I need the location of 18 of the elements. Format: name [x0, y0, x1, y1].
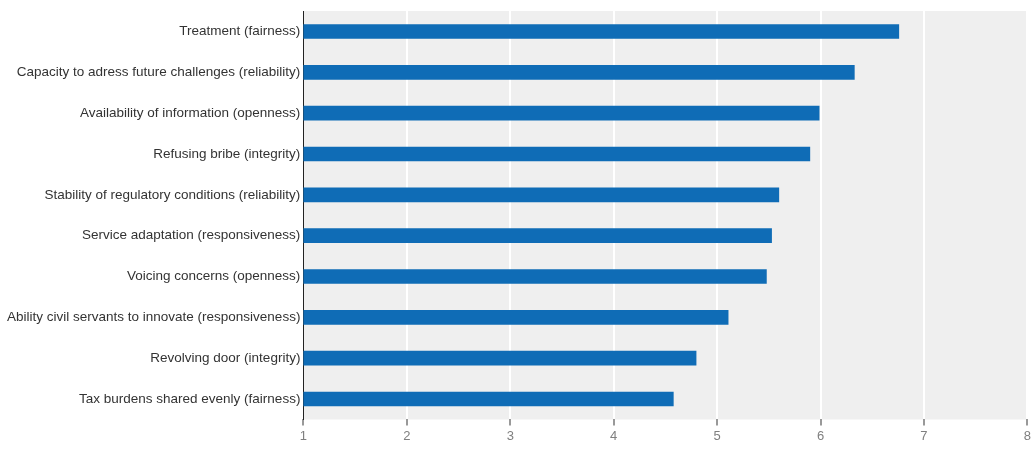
y-tick-label: Revolving door (integrity)	[150, 349, 301, 365]
y-tick-label: Availability of information (openness)	[80, 104, 301, 120]
x-tick-label: 2	[403, 427, 411, 443]
y-tick-label: Ability civil servants to innovate (responsiveness)	[7, 309, 301, 325]
y-tick-label: Voicing concerns (openness)	[127, 268, 301, 284]
y-tick-label: Tax burdens shared evenly (fairness)	[79, 390, 301, 406]
x-tick-label: 4	[610, 427, 618, 443]
x-tick-label: 8	[1023, 427, 1031, 443]
x-tick-label: 6	[816, 427, 825, 443]
y-tick-label: Stability of regulatory conditions (reliability)	[44, 186, 301, 202]
x-tick-label: 3	[506, 427, 514, 443]
y-tick-label: Refusing bribe (integrity)	[153, 145, 301, 161]
y-tick-label: Treatment (fairness)	[179, 23, 301, 39]
x-tick-label: 5	[713, 427, 721, 443]
y-tick-label: Capacity to adress future challenges (reliability)	[16, 64, 301, 80]
y-tick-label: Service adaptation (responsiveness)	[82, 227, 301, 243]
x-tick-label: 7	[920, 427, 928, 443]
x-tick-label: 1	[299, 427, 307, 443]
